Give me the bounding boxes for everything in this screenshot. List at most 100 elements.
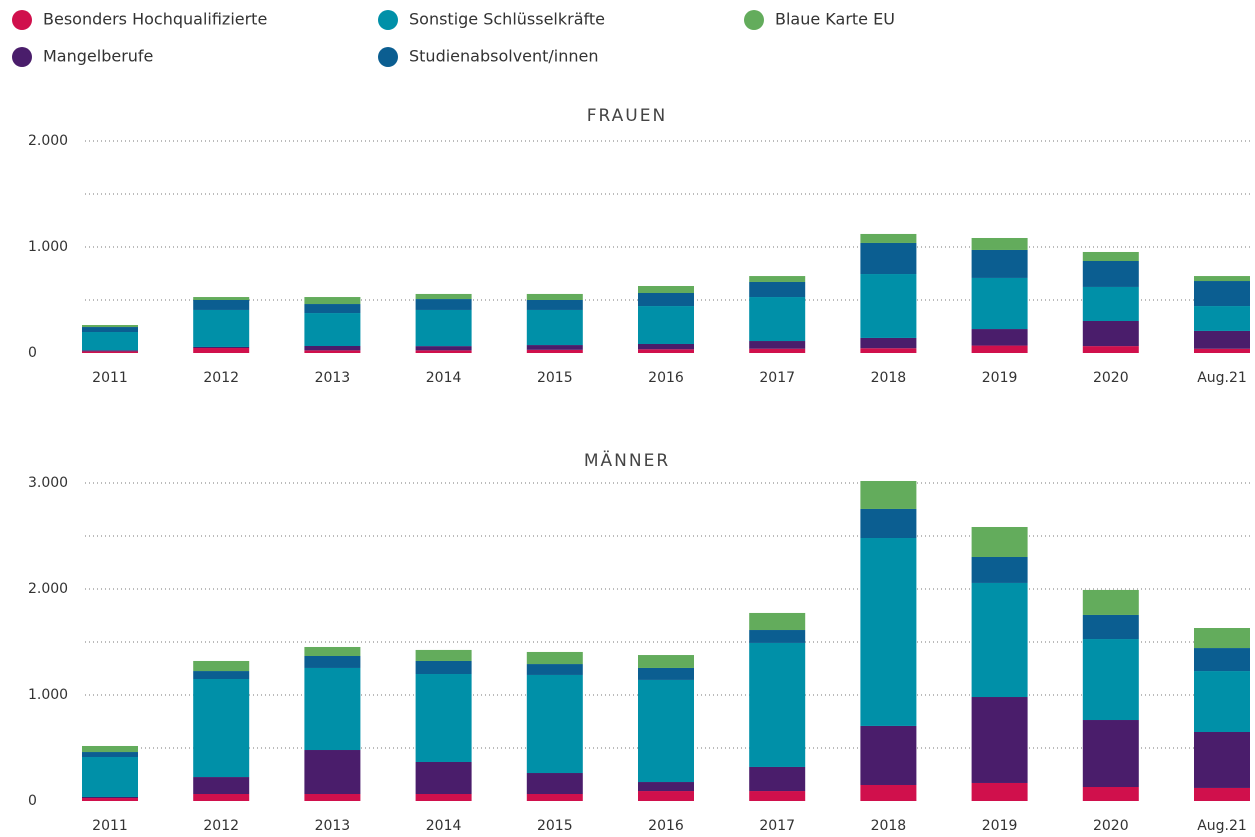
bar-segment	[415, 649, 472, 661]
bar-segment	[638, 306, 694, 344]
bar-segment	[526, 674, 583, 774]
bar-segment	[526, 664, 583, 675]
bar-segment	[749, 630, 806, 643]
bar-segment	[1082, 320, 1139, 347]
legend-label: Sonstige Schlüsselkräfte	[409, 10, 605, 29]
bar-segment	[82, 752, 138, 758]
bar-segment	[1082, 286, 1139, 321]
legend-swatch	[378, 47, 398, 67]
bar-segment	[971, 345, 1028, 353]
x-tick-label: 2014	[426, 370, 462, 386]
bar-segment	[749, 766, 806, 792]
x-tick-label: 2012	[203, 818, 239, 834]
bar-segment	[1082, 260, 1139, 287]
x-tick-label: 2017	[759, 370, 795, 386]
bar-segment	[304, 304, 361, 314]
bar-segment	[971, 582, 1028, 698]
x-tick-label: Aug.21	[1197, 818, 1247, 834]
bar-segment	[971, 697, 1028, 783]
bar-segment	[526, 651, 583, 665]
bar-segment	[82, 745, 138, 753]
bar-segment	[1082, 346, 1139, 353]
bar-segment	[526, 293, 583, 300]
bar-segment	[860, 242, 917, 275]
y-tick-label: 2.000	[28, 581, 68, 597]
bar-segment	[1194, 276, 1250, 282]
bar-segment	[193, 671, 250, 679]
x-tick-label: 2017	[759, 818, 795, 834]
bar-segment	[526, 309, 583, 346]
bar-segment	[971, 329, 1028, 346]
bar-segment	[1194, 330, 1250, 349]
x-tick-label: 2018	[871, 370, 907, 386]
bar-segment	[638, 782, 694, 792]
bar-segment	[638, 667, 694, 680]
bar-segment	[971, 782, 1028, 801]
legend-label: Besonders Hochqualifizierte	[43, 10, 267, 29]
bar-segment	[860, 508, 917, 539]
bar-segment	[1194, 628, 1250, 649]
bar-segment	[82, 798, 138, 801]
bar-segment	[638, 286, 694, 294]
y-tick-label: 1.000	[28, 687, 68, 703]
bar-segment	[415, 299, 472, 310]
legend-swatch	[378, 10, 398, 30]
x-tick-label: 2020	[1093, 818, 1129, 834]
x-tick-label: 2016	[648, 818, 684, 834]
bar-segment	[526, 773, 583, 795]
y-tick-label: 1.000	[28, 239, 68, 255]
bar-segment	[304, 794, 361, 801]
bar-segment	[1082, 720, 1139, 788]
bar-segment	[1082, 614, 1139, 640]
bar-segment	[526, 794, 583, 801]
bar-segment	[82, 325, 138, 328]
bar-segment	[1194, 671, 1250, 732]
x-tick-label: 2012	[203, 370, 239, 386]
bar-segment	[971, 526, 1028, 557]
bar-segment	[415, 794, 472, 801]
chart-title: FRAUEN	[587, 106, 667, 126]
bar-segment	[304, 750, 361, 795]
bar-segment	[82, 350, 138, 352]
y-tick-label: 3.000	[28, 475, 68, 491]
y-tick-label: 0	[28, 793, 37, 809]
bar-segment	[749, 791, 806, 801]
x-tick-label: 2013	[315, 818, 351, 834]
x-tick-label: 2018	[871, 818, 907, 834]
bar-segment	[415, 309, 472, 347]
bar-segment	[971, 556, 1028, 583]
x-tick-label: 2019	[982, 370, 1018, 386]
bar-segment	[193, 660, 250, 672]
bar-segment	[193, 346, 250, 349]
bar-segment	[860, 233, 917, 243]
bar-segment	[304, 667, 361, 751]
x-tick-label: 2011	[92, 370, 128, 386]
bar-segment	[193, 794, 250, 801]
bar-segment	[193, 777, 250, 795]
bar-segment	[193, 300, 250, 310]
legend-swatch	[12, 10, 32, 30]
bar-segment	[82, 757, 138, 797]
bar-segment	[749, 348, 806, 353]
bar-segment	[415, 660, 472, 675]
bar-segment	[860, 348, 917, 353]
bar-segment	[860, 337, 917, 349]
bar-segment	[749, 281, 806, 298]
x-tick-label: 2015	[537, 818, 573, 834]
bar-segment	[415, 293, 472, 300]
bar-segment	[304, 346, 361, 351]
bar-segment	[82, 332, 138, 351]
bar-segment	[1194, 348, 1250, 353]
bar-segment	[860, 480, 917, 509]
x-tick-label: 2020	[1093, 370, 1129, 386]
bar-segment	[82, 327, 138, 333]
bar-segment	[526, 300, 583, 310]
bar-segment	[526, 349, 583, 353]
bar-segment	[1194, 306, 1250, 331]
bar-segment	[526, 345, 583, 350]
bar-segment	[1082, 589, 1139, 615]
bar-segment	[415, 761, 472, 795]
bar-segment	[860, 538, 917, 726]
bar-segment	[82, 351, 138, 353]
